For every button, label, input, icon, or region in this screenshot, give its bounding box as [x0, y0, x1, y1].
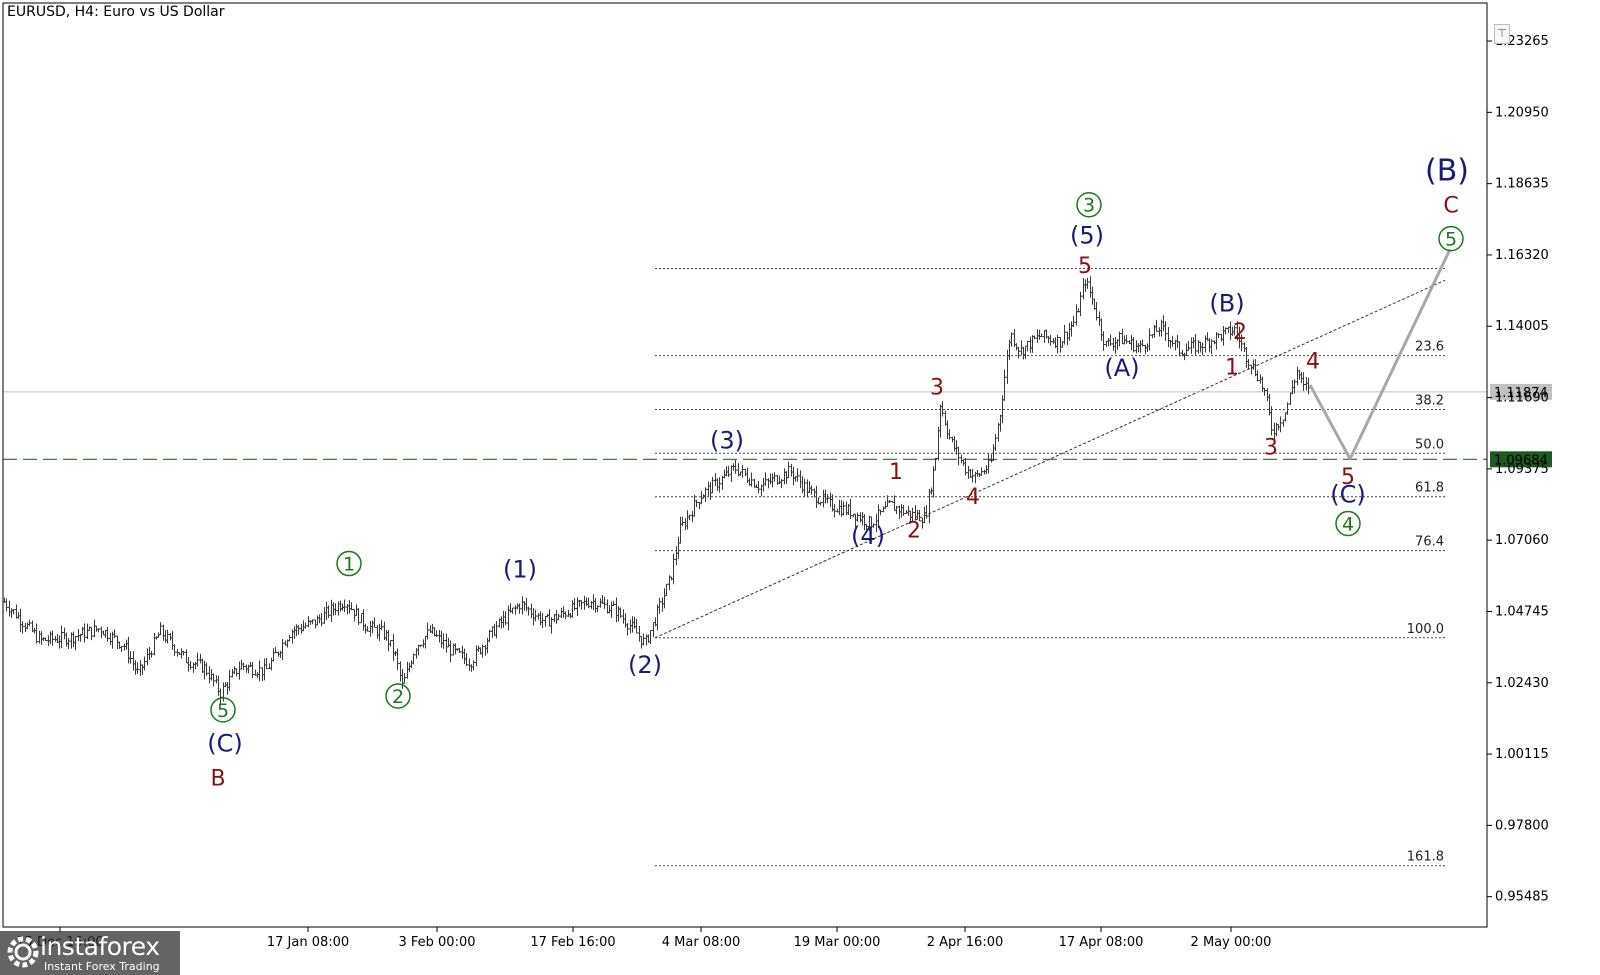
current-price-label: 1.11874: [1494, 386, 1548, 401]
y-tick-label: 1.11690: [1495, 391, 1549, 406]
x-tick-label: 17 Feb 16:00: [530, 935, 615, 950]
fib-label: 23.6: [1415, 340, 1444, 355]
wave-label: 5: [1445, 229, 1457, 251]
y-tick-label: 0.95485: [1495, 890, 1549, 905]
x-tick-label: 3 Feb 00:00: [398, 935, 475, 950]
y-tick-label: 1.07060: [1495, 533, 1549, 548]
plot-frame: [2, 2, 1488, 928]
projection-line: [1308, 248, 1452, 461]
y-tick-label: 1.20950: [1495, 105, 1549, 120]
wave-label: 3: [1083, 195, 1095, 217]
wave-label: 2: [907, 519, 921, 544]
y-tick-label: 1.02430: [1495, 676, 1549, 691]
wave-label: (2): [628, 651, 662, 679]
wave-label: C: [1443, 194, 1458, 219]
trendline-layer: [654, 279, 1446, 639]
wave-label: 4: [966, 485, 980, 510]
wave-label: 4: [1306, 349, 1320, 374]
x-tick-label: 17 Jan 08:00: [267, 935, 349, 950]
x-tick-label: 4 Mar 08:00: [662, 935, 741, 950]
wave-label: (1): [503, 556, 537, 584]
wave-label: 2: [392, 686, 404, 708]
wave-label: (B): [1209, 289, 1244, 317]
target-price-box: [1490, 451, 1552, 468]
fib-label: 38.2: [1415, 394, 1444, 409]
watermark-subtitle: Instant Forex Trading: [44, 960, 160, 973]
y-tick-label: 1.18635: [1495, 177, 1549, 192]
wave-label: 1: [889, 460, 903, 485]
wave-labels: 5(C)B12(1)(2)(3)12(4)343(5)5(A)(B)21345(…: [207, 153, 1469, 791]
fib-label: 50.0: [1415, 437, 1444, 452]
target-price-label: 1.09684: [1494, 453, 1548, 468]
trendline: [654, 279, 1446, 639]
wave-label: 2: [1233, 320, 1247, 345]
y-tick-label: 1.00115: [1495, 747, 1549, 762]
wave-label: (C): [207, 730, 242, 758]
watermark-name: instaforex: [40, 932, 160, 961]
wave-label: (B): [1425, 153, 1469, 188]
y-tick-label: 1.14005: [1495, 319, 1549, 334]
y-tick-label: 1.09375: [1495, 462, 1549, 477]
wave-circle: [1076, 191, 1102, 218]
y-tick-label: 0.97800: [1495, 818, 1549, 833]
fib-label: 76.4: [1415, 535, 1444, 550]
wave-circle: [210, 697, 236, 723]
gear-logo-icon: [7, 936, 39, 968]
candles: [3, 276, 1310, 704]
wave-label: 3: [930, 375, 944, 400]
current-price-box: [1490, 383, 1552, 400]
wave-label: (5): [1070, 222, 1104, 250]
wave-label: 5: [1341, 465, 1355, 490]
fib-label: 161.8: [1407, 850, 1444, 865]
fib-label: 61.8: [1415, 481, 1444, 496]
y-tick-label: 1.16320: [1495, 248, 1549, 263]
wave-label: 1: [343, 554, 355, 576]
wave-label: (4): [851, 522, 885, 550]
wave-circle: [385, 683, 411, 709]
x-tick-label: 2 Apr 16:00: [927, 935, 1004, 950]
chart-shift-icon[interactable]: ⊤: [1494, 24, 1510, 44]
fibonacci-levels: 23.6 38.2 50.0 61.8 76.4 100.0 161.8: [655, 267, 1445, 867]
wave-circle: [336, 550, 362, 577]
watermark: instaforex Instant Forex Trading: [0, 931, 180, 975]
wave-circle: [1335, 510, 1361, 537]
x-tick-label: 2 May 00:00: [1191, 935, 1272, 950]
horizontal-lines: 1.11874 1.09684: [3, 383, 1552, 468]
y-tick-label: 1.04745: [1495, 604, 1549, 619]
x-tick-label: 19 Mar 00:00: [794, 935, 881, 950]
wave-label: (3): [710, 426, 744, 454]
wave-label: (A): [1104, 354, 1139, 382]
wave-circle: [1438, 225, 1464, 252]
fib-label: 100.0: [1407, 622, 1444, 637]
wave-label: 1: [1225, 355, 1239, 380]
wave-label: (C): [1330, 480, 1365, 508]
wave-label: 5: [1078, 254, 1092, 279]
wave-label: 3: [1264, 436, 1278, 461]
axes: 1.232651.209501.186351.163201.140051.116…: [2, 2, 1549, 950]
wave-label: 4: [1342, 514, 1354, 536]
x-tick-label: 17 Apr 08:00: [1059, 935, 1144, 950]
chart-title: EURUSD, H4: Euro vs US Dollar: [7, 4, 225, 20]
wave-label: 5: [217, 700, 229, 722]
wave-label: B: [210, 767, 225, 792]
projection-path: [1308, 248, 1452, 461]
